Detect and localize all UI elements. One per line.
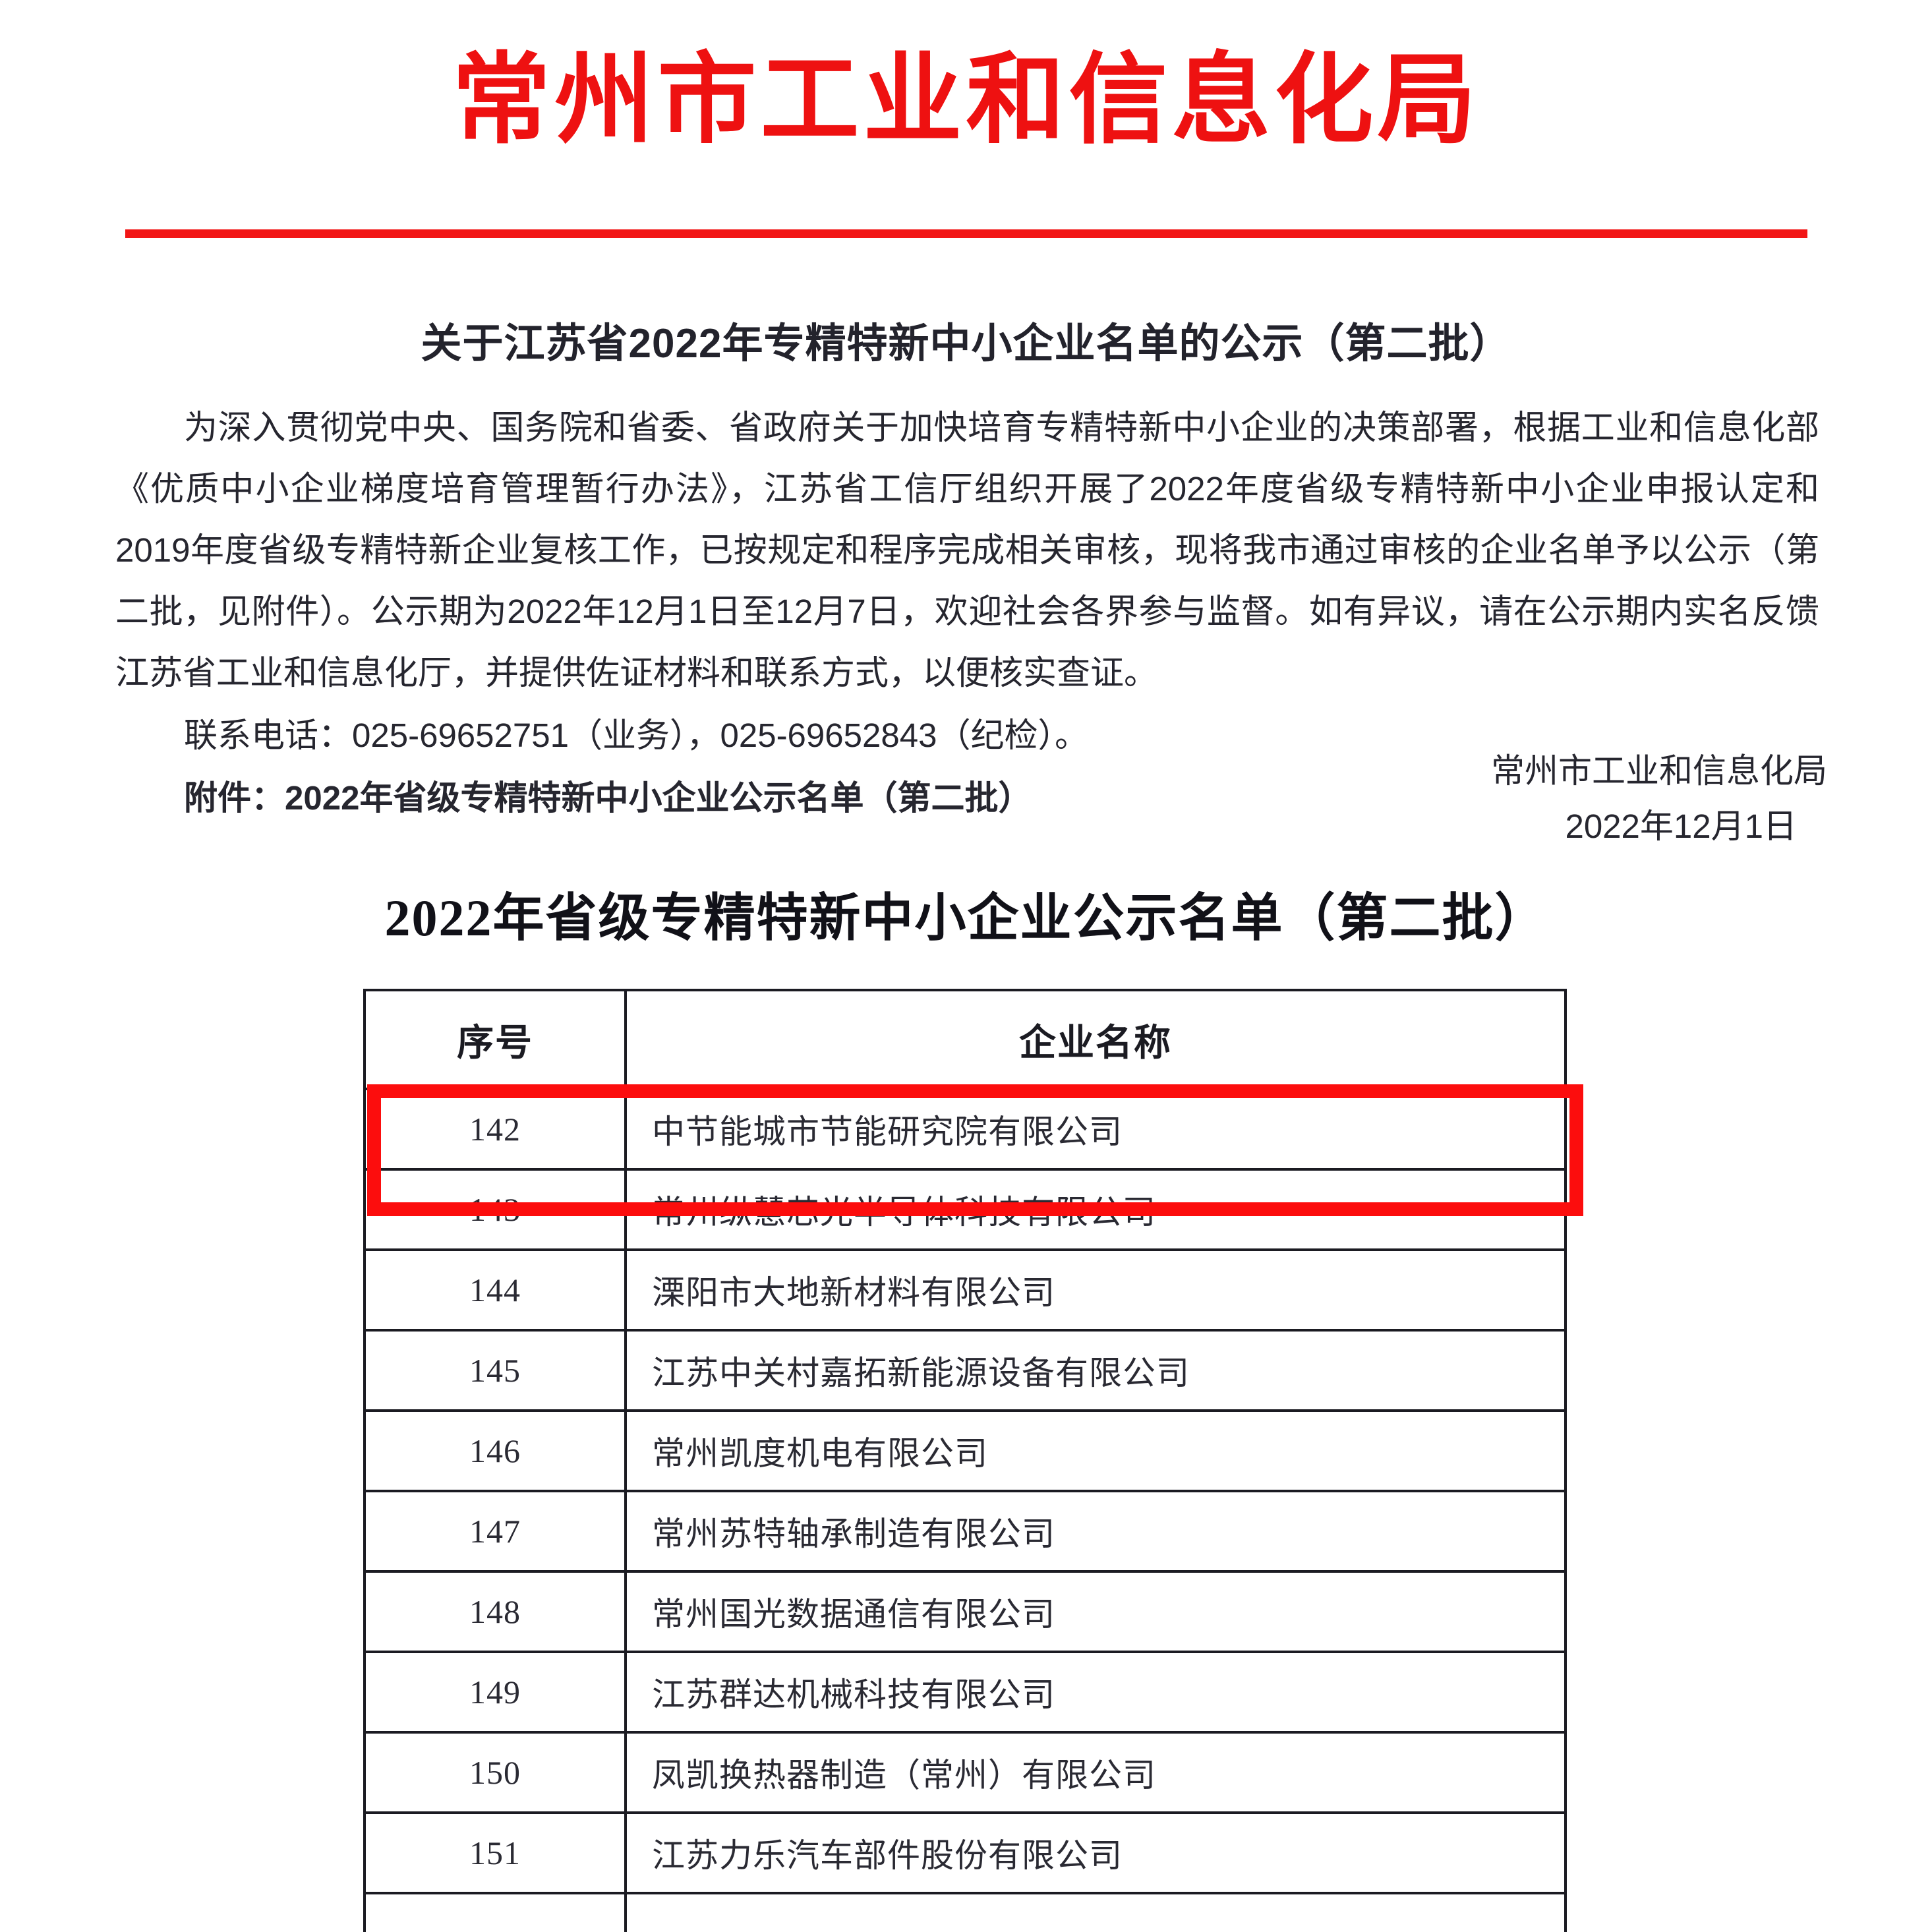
cell-enterprise-name bbox=[624, 1892, 1567, 1932]
cell-enterprise-name: 江苏中关村嘉拓新能源设备有限公司 bbox=[624, 1329, 1567, 1412]
document-body: 为深入贯彻党中央、国务院和省委、省政府关于加快培育专精特新中小企业的决策部署，根… bbox=[115, 397, 1819, 829]
cell-enterprise-name: 凤凯换热器制造（常州）有限公司 bbox=[624, 1731, 1567, 1814]
masthead-red-rule bbox=[125, 229, 1807, 238]
table-row: 145 江苏中关村嘉拓新能源设备有限公司 bbox=[363, 1329, 1567, 1412]
column-header-enterprise-name: 企业名称 bbox=[624, 989, 1567, 1090]
cell-index: 150 bbox=[363, 1731, 627, 1814]
document-title: 关于江苏省2022年专精特新中小企业名单的公示（第二批） bbox=[421, 321, 1511, 366]
table-row: 149 江苏群达机械科技有限公司 bbox=[363, 1651, 1567, 1734]
table-row: 147 常州苏特轴承制造有限公司 bbox=[363, 1490, 1567, 1573]
cell-index: 143 bbox=[363, 1168, 627, 1251]
table-body: 142 中节能城市节能研究院有限公司 143 常州纵慧芯光半导体科技有限公司 1… bbox=[363, 1088, 1567, 1932]
cell-index: 142 bbox=[363, 1088, 627, 1171]
table-row: 143 常州纵慧芯光半导体科技有限公司 bbox=[363, 1168, 1567, 1251]
column-header-index: 序号 bbox=[363, 989, 627, 1090]
cell-index: 151 bbox=[363, 1811, 627, 1894]
cell-index: 148 bbox=[363, 1570, 627, 1653]
table-row: 151 江苏力乐汽车部件股份有限公司 bbox=[363, 1811, 1567, 1894]
signature-organization: 常州市工业和信息化局 bbox=[1490, 752, 1827, 790]
cell-enterprise-name: 常州苏特轴承制造有限公司 bbox=[624, 1490, 1567, 1573]
attachment-table-title: 2022年省级专精特新中小企业公示名单（第二批） bbox=[384, 889, 1548, 947]
cell-enterprise-name: 江苏群达机械科技有限公司 bbox=[624, 1651, 1567, 1734]
cell-enterprise-name: 江苏力乐汽车部件股份有限公司 bbox=[624, 1811, 1567, 1894]
cell-enterprise-name: 中节能城市节能研究院有限公司 bbox=[624, 1088, 1567, 1171]
signature-date: 2022年12月1日 bbox=[1565, 807, 1797, 845]
cell-index: 144 bbox=[363, 1248, 627, 1332]
cell-enterprise-name: 溧阳市大地新材料有限公司 bbox=[624, 1248, 1567, 1332]
cell-index: 146 bbox=[363, 1409, 627, 1492]
cell-index: 147 bbox=[363, 1490, 627, 1573]
body-paragraph-attachment: 附件：2022年省级专精特新中小企业公示名单（第二批） bbox=[184, 779, 1032, 817]
cell-index bbox=[363, 1892, 627, 1932]
table-row: 148 常州国光数据通信有限公司 bbox=[363, 1570, 1567, 1653]
table-row: 146 常州凯度机电有限公司 bbox=[363, 1409, 1567, 1492]
enterprise-listing-table: 序号 企业名称 142 中节能城市节能研究院有限公司 143 常州纵慧芯光半导体… bbox=[363, 989, 1567, 1932]
cell-index: 149 bbox=[363, 1651, 627, 1734]
attachment-table-wrapper: 序号 企业名称 142 中节能城市节能研究院有限公司 143 常州纵慧芯光半导体… bbox=[363, 989, 1567, 1932]
body-paragraph-contact: 联系电话：025-69652751（业务），025-69652843（纪检）。 bbox=[184, 717, 1088, 754]
cell-enterprise-name: 常州国光数据通信有限公司 bbox=[624, 1570, 1567, 1653]
cell-enterprise-name: 常州凯度机电有限公司 bbox=[624, 1409, 1567, 1492]
body-paragraph-main: 为深入贯彻党中央、国务院和省委、省政府关于加快培育专精特新中小企业的决策部署，根… bbox=[115, 409, 1819, 691]
table-row: 144 溧阳市大地新材料有限公司 bbox=[363, 1248, 1567, 1332]
cell-enterprise-name: 常州纵慧芯光半导体科技有限公司 bbox=[624, 1168, 1567, 1251]
signature-block: 常州市工业和信息化局 2022年12月1日 bbox=[0, 744, 1827, 854]
cell-index: 145 bbox=[363, 1329, 627, 1412]
table-header-row: 序号 企业名称 bbox=[363, 989, 1567, 1090]
masthead: 常州市工业和信息化局 bbox=[0, 40, 1932, 163]
table-row: 142 中节能城市节能研究院有限公司 bbox=[363, 1088, 1567, 1171]
table-row bbox=[363, 1892, 1567, 1932]
masthead-organization-title: 常州市工业和信息化局 bbox=[452, 46, 1480, 156]
table-row: 150 凤凯换热器制造（常州）有限公司 bbox=[363, 1731, 1567, 1814]
